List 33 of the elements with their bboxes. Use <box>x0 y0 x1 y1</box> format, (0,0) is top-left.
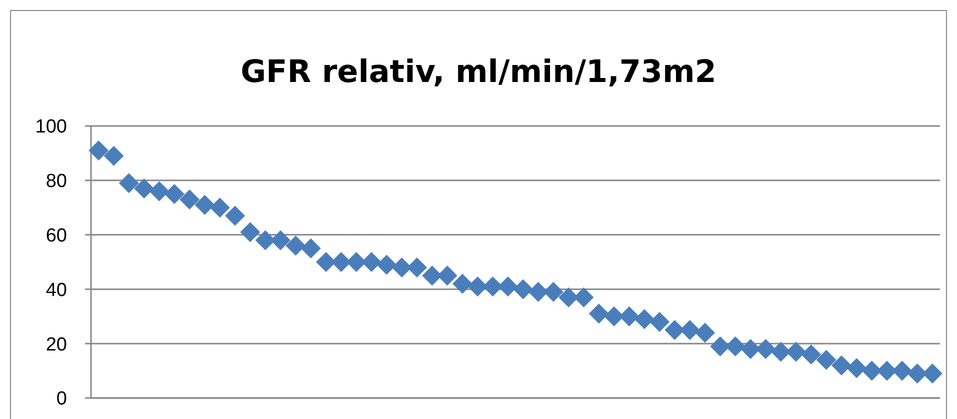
point <box>286 236 306 256</box>
point <box>118 173 139 194</box>
point <box>816 350 836 370</box>
point <box>164 184 184 204</box>
point <box>88 140 109 160</box>
point <box>104 146 124 166</box>
y-tick-label: 60 <box>46 225 67 246</box>
point <box>452 274 472 294</box>
y-tick-label: 0 <box>56 388 67 410</box>
point <box>270 230 291 250</box>
point <box>588 304 609 324</box>
y-tick-label: 40 <box>46 280 67 301</box>
point <box>300 238 321 258</box>
point <box>134 178 154 199</box>
point <box>194 194 215 215</box>
point <box>801 344 822 364</box>
point <box>740 339 760 360</box>
point <box>650 312 670 332</box>
point <box>225 206 246 226</box>
point <box>240 222 260 242</box>
y-tick-label: 100 <box>35 116 67 138</box>
point <box>831 355 852 376</box>
y-tick-label: 20 <box>46 334 67 356</box>
point <box>695 322 716 343</box>
chart-title: GFR relativ, ml/min/1,73m2 <box>240 54 716 90</box>
point <box>210 198 230 218</box>
point <box>180 189 200 210</box>
point <box>634 309 654 330</box>
point <box>846 358 867 378</box>
point <box>149 181 170 202</box>
point <box>513 279 534 300</box>
point <box>376 254 397 275</box>
y-tick-label: 80 <box>46 171 67 192</box>
